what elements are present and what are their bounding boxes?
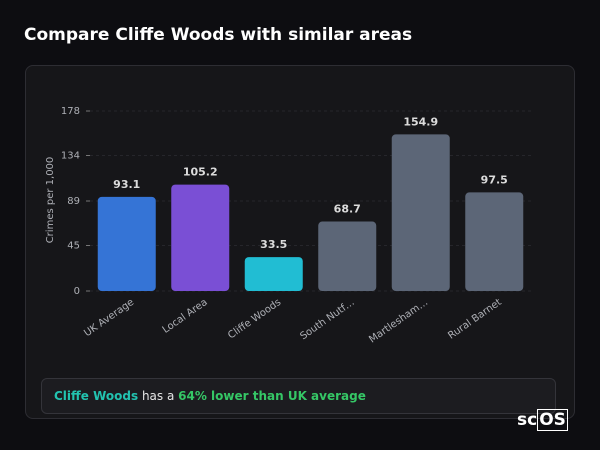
bar bbox=[391, 134, 450, 291]
logo: sc OS bbox=[517, 409, 568, 431]
x-tick-label: Cliffe Woods bbox=[226, 297, 283, 341]
value-label: 154.9 bbox=[403, 115, 438, 128]
summary-place: Cliffe Woods bbox=[54, 389, 139, 403]
page-title: Compare Cliffe Woods with similar areas bbox=[24, 25, 413, 45]
x-tick-label: South Nutf… bbox=[298, 297, 356, 342]
logo-boxed: OS bbox=[537, 409, 568, 431]
bar bbox=[465, 192, 524, 291]
summary-text: has a bbox=[141, 389, 175, 403]
x-tick-label: Rural Barnet bbox=[446, 297, 503, 342]
y-tick-label: 89 bbox=[67, 196, 80, 207]
bar bbox=[171, 184, 230, 291]
bar bbox=[318, 221, 377, 291]
x-tick-label: Martlesham… bbox=[367, 297, 430, 346]
logo-prefix: sc bbox=[517, 410, 538, 430]
y-tick-label: 0 bbox=[74, 286, 80, 297]
y-tick-label: 45 bbox=[67, 240, 80, 251]
y-tick-label: 178 bbox=[61, 106, 80, 117]
value-label: 97.5 bbox=[481, 173, 508, 186]
bar bbox=[97, 196, 156, 291]
value-label: 93.1 bbox=[113, 178, 140, 191]
y-tick-label: 134 bbox=[61, 150, 80, 161]
bar bbox=[244, 257, 303, 291]
value-label: 105.2 bbox=[183, 166, 218, 179]
summary-highlight: 64% lower than UK average bbox=[178, 389, 366, 403]
summary: Cliffe Woods has a 64% lower than UK ave… bbox=[41, 378, 556, 414]
x-tick-label: UK Average bbox=[82, 297, 136, 339]
x-tick-label: Local Area bbox=[161, 297, 210, 336]
value-label: 68.7 bbox=[334, 203, 361, 216]
value-label: 33.5 bbox=[260, 238, 287, 251]
y-axis-label: Crimes per 1,000 bbox=[45, 157, 56, 244]
